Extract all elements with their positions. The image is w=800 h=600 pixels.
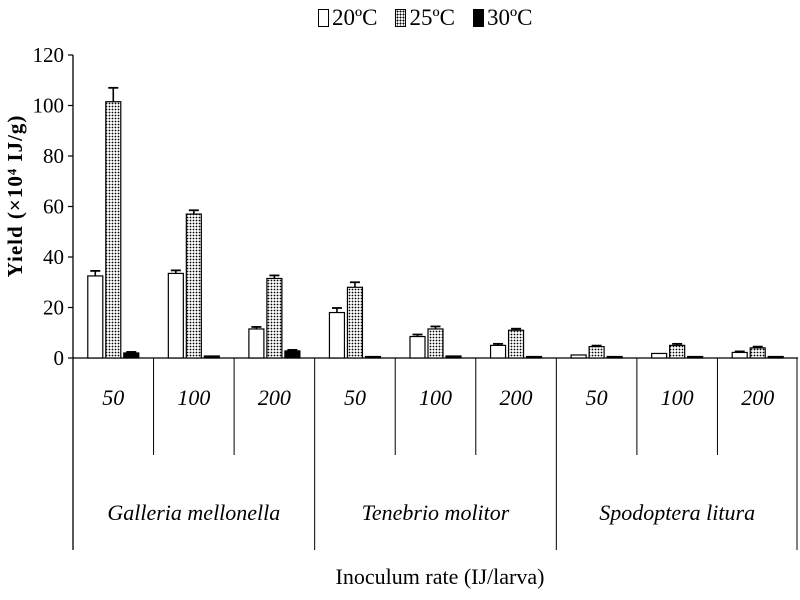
y-tick-label: 40 [43,245,64,269]
bar [570,354,587,359]
y-tick-label: 20 [43,296,64,320]
x-tick-label: 200 [500,385,533,410]
x-tick-label: 50 [102,385,124,410]
bar [185,213,202,359]
x-tick-label: 200 [258,385,291,410]
legend-label: 30ºC [486,5,533,30]
group-label: Tenebrio molitor [362,500,510,525]
x-tick-label: 100 [419,385,452,410]
bar [409,335,426,359]
y-tick-label: 100 [33,94,65,118]
bar [427,328,444,359]
bar [445,355,462,359]
legend-item-30c: 30ºC [472,5,533,31]
x-axis-title: Inoculum rate (IJ/larva) [335,564,545,589]
bar [731,351,748,359]
bar [749,347,766,359]
bar [346,286,364,359]
bar [105,101,122,359]
legend-swatch-white [318,9,329,27]
x-tick-label: 50 [344,385,366,410]
x-tick-label: 100 [661,385,694,410]
bar [328,311,346,359]
bar [248,328,265,359]
group-label: Galleria mellonella [107,500,280,525]
x-tick-label: 100 [177,385,210,410]
legend-item-25c: 25ºC [395,5,455,31]
group-label: Spodoptera litura [599,500,755,525]
bar [767,355,784,359]
bar [606,355,623,359]
legend-label: 25ºC [409,5,455,30]
y-tick-label: 0 [54,346,65,370]
legend-swatch-dotted [395,9,407,27]
legend-swatch-black [472,9,484,27]
legend: 20ºC 25ºC 30ºC [318,4,532,32]
bar [87,275,104,359]
bar [167,272,184,359]
bar [588,346,605,359]
bar [284,350,301,359]
legend-label: 20ºC [332,5,378,30]
legend-item-20c: 20ºC [318,5,377,31]
bar [687,355,704,359]
y-tick-label: 60 [43,195,64,219]
bar [123,352,140,359]
bar [203,355,220,359]
bar [525,355,543,359]
y-tick-label: 80 [43,144,64,168]
x-tick-label: 50 [586,385,608,410]
bar [364,355,382,359]
y-tick-label: 120 [33,43,65,67]
bar [489,344,507,359]
bar [669,344,686,359]
bar [507,329,525,359]
x-tick-label: 200 [741,385,774,410]
bar [266,277,283,359]
bar [651,352,668,359]
